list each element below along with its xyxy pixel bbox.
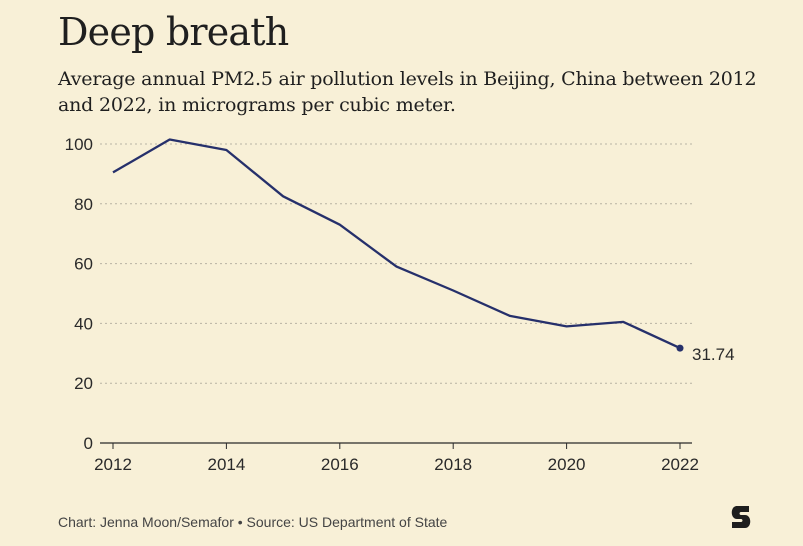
data-label-2022: 31.74 — [692, 345, 735, 364]
grid-lines — [100, 143, 692, 384]
semafor-logo-icon — [731, 506, 751, 528]
chart-title: Deep breath — [58, 10, 289, 54]
x-tick-label: 2012 — [94, 455, 132, 474]
x-tick-label: 2014 — [207, 455, 245, 474]
y-axis-ticks: 0 20 40 60 80 100 — [65, 135, 93, 453]
series-end-point — [676, 344, 684, 352]
y-tick-label: 100 — [65, 135, 93, 154]
x-axis-ticks: 2012 2014 2016 2018 2020 2022 — [94, 443, 699, 474]
source-note: Chart: Jenna Moon/Semafor • Source: US D… — [58, 514, 448, 530]
chart-subtitle: Average annual PM2.5 air pollution level… — [58, 68, 757, 116]
y-tick-label: 80 — [74, 195, 93, 214]
y-tick-label: 0 — [84, 434, 93, 453]
y-tick-label: 60 — [74, 255, 93, 274]
y-tick-label: 40 — [74, 314, 93, 333]
x-tick-label: 2018 — [434, 455, 472, 474]
x-tick-label: 2016 — [321, 455, 359, 474]
y-tick-label: 20 — [74, 374, 93, 393]
x-tick-label: 2020 — [548, 455, 586, 474]
x-tick-label: 2022 — [661, 455, 699, 474]
series-line-pm25 — [112, 138, 681, 350]
